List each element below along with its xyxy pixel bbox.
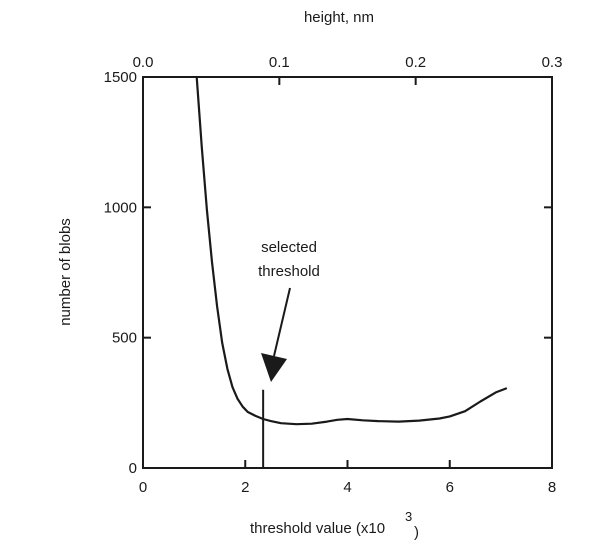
bottom-x-axis-title-close: )	[414, 524, 419, 541]
annotation-line-1: selected	[261, 239, 317, 256]
top-x-tick-label: 0.1	[269, 54, 290, 71]
top-x-tick-label: 0.0	[133, 54, 154, 71]
y-axis-title: number of blobs	[57, 218, 74, 326]
bottom-x-axis-ticks: 0 2 4 6 8	[139, 460, 556, 496]
top-x-tick-label: 0.2	[405, 54, 426, 71]
annotation-arrow-head	[261, 353, 287, 382]
y-axis-ticks: 0 500 1000 1500	[104, 69, 151, 477]
annotation-line-2: threshold	[258, 263, 320, 280]
bottom-x-axis-title-exponent: 3	[405, 509, 412, 524]
x-tick-label: 6	[446, 479, 454, 496]
series-line	[195, 75, 508, 426]
y-tick-label: 500	[112, 330, 137, 347]
top-x-tick-label: 0.3	[542, 54, 563, 71]
annotation-arrow-shaft	[273, 287, 291, 357]
x-tick-label: 4	[343, 479, 351, 496]
bottom-x-axis-title-text: threshold value (x10	[250, 520, 385, 537]
x-tick-label: 2	[241, 479, 249, 496]
y-tick-label: 0	[129, 460, 137, 477]
plot-area-frame	[142, 76, 553, 469]
bottom-x-axis-title: threshold value (x10 3 )	[250, 509, 419, 541]
right-axis-ticks	[544, 76, 552, 469]
top-x-axis-ticks: 0.0 0.1 0.2 0.3	[133, 54, 563, 85]
y-tick-label: 1500	[104, 69, 137, 86]
top-x-axis-title: height, nm	[304, 9, 374, 26]
x-tick-label: 8	[548, 479, 556, 496]
x-tick-label: 0	[139, 479, 147, 496]
y-tick-label: 1000	[104, 199, 137, 216]
